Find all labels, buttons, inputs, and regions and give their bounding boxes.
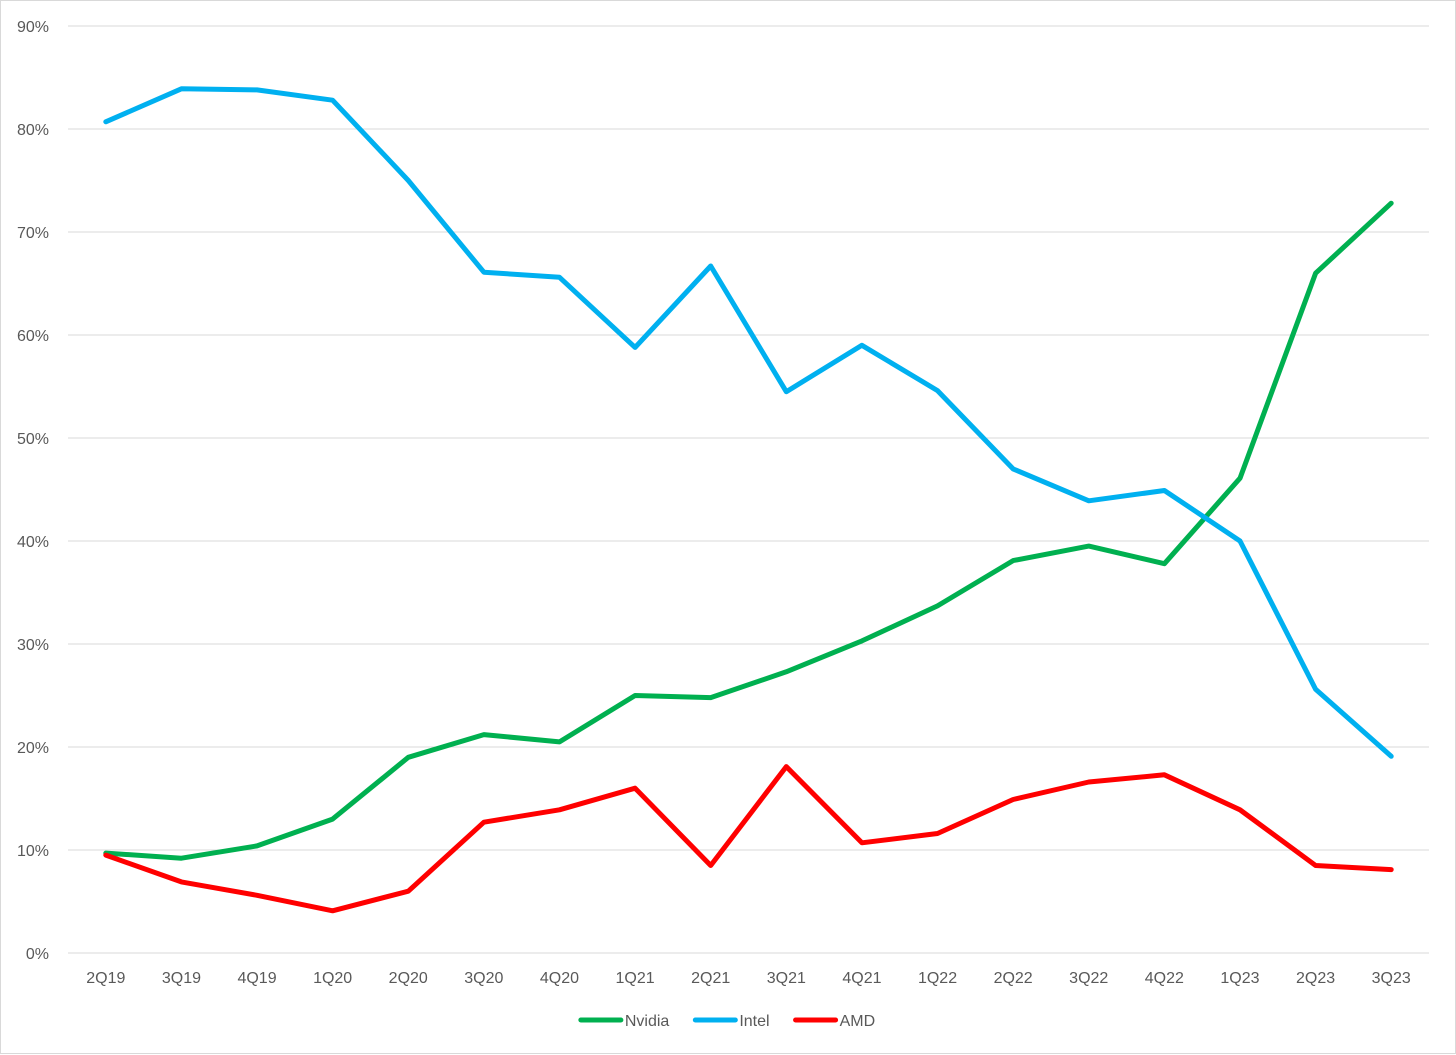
x-tick-label: 1Q22 xyxy=(918,970,957,987)
x-tick-label: 2Q20 xyxy=(389,970,428,987)
x-tick-label: 1Q23 xyxy=(1220,970,1259,987)
x-tick-label: 4Q21 xyxy=(842,970,881,987)
y-tick-label: 0% xyxy=(26,946,49,963)
legend-label: Nvidia xyxy=(625,1013,670,1030)
y-tick-label: 50% xyxy=(17,431,49,448)
x-tick-label: 3Q20 xyxy=(464,970,503,987)
x-tick-label: 3Q22 xyxy=(1069,970,1108,987)
x-tick-label: 2Q23 xyxy=(1296,970,1335,987)
series-line-intel xyxy=(103,86,1394,759)
x-tick-label: 3Q19 xyxy=(162,970,201,987)
y-tick-label: 70% xyxy=(17,225,49,242)
x-tick-label: 4Q19 xyxy=(237,970,276,987)
series-line-amd xyxy=(103,764,1394,914)
x-tick-label: 2Q21 xyxy=(691,970,730,987)
y-tick-label: 80% xyxy=(17,122,49,139)
legend-item-nvidia: Nvidia xyxy=(578,1013,670,1030)
legend-item-intel: Intel xyxy=(692,1013,770,1030)
x-tick-label: 4Q22 xyxy=(1145,970,1184,987)
legend-item-amd: AMD xyxy=(793,1013,876,1030)
x-tick-label: 1Q21 xyxy=(616,970,655,987)
y-tick-label: 20% xyxy=(17,740,49,757)
y-tick-label: 30% xyxy=(17,637,49,654)
legend: Nvidia Intel AMD xyxy=(578,1013,876,1030)
y-axis-tick-labels: 0% 10% 20% 30% 40% 50% 60% 70% 80% 90% xyxy=(17,19,49,963)
x-axis-tick-labels: 2Q19 3Q19 4Q19 1Q20 2Q20 3Q20 4Q20 1Q21 2Q21 3Q21… xyxy=(86,970,1411,987)
y-tick-label: 60% xyxy=(17,328,49,345)
series-line-nvidia xyxy=(103,200,1394,861)
x-tick-label: 2Q19 xyxy=(86,970,125,987)
legend-label: Intel xyxy=(739,1013,769,1030)
y-tick-label: 40% xyxy=(17,534,49,551)
gridlines xyxy=(68,25,1429,954)
x-tick-label: 3Q21 xyxy=(767,970,806,987)
y-tick-label: 90% xyxy=(17,19,49,36)
x-tick-label: 4Q20 xyxy=(540,970,579,987)
legend-label: AMD xyxy=(840,1013,876,1030)
y-tick-label: 10% xyxy=(17,843,49,860)
x-tick-label: 2Q22 xyxy=(994,970,1033,987)
x-tick-label: 1Q20 xyxy=(313,970,352,987)
x-tick-label: 3Q23 xyxy=(1372,970,1411,987)
series-lines xyxy=(103,86,1394,914)
